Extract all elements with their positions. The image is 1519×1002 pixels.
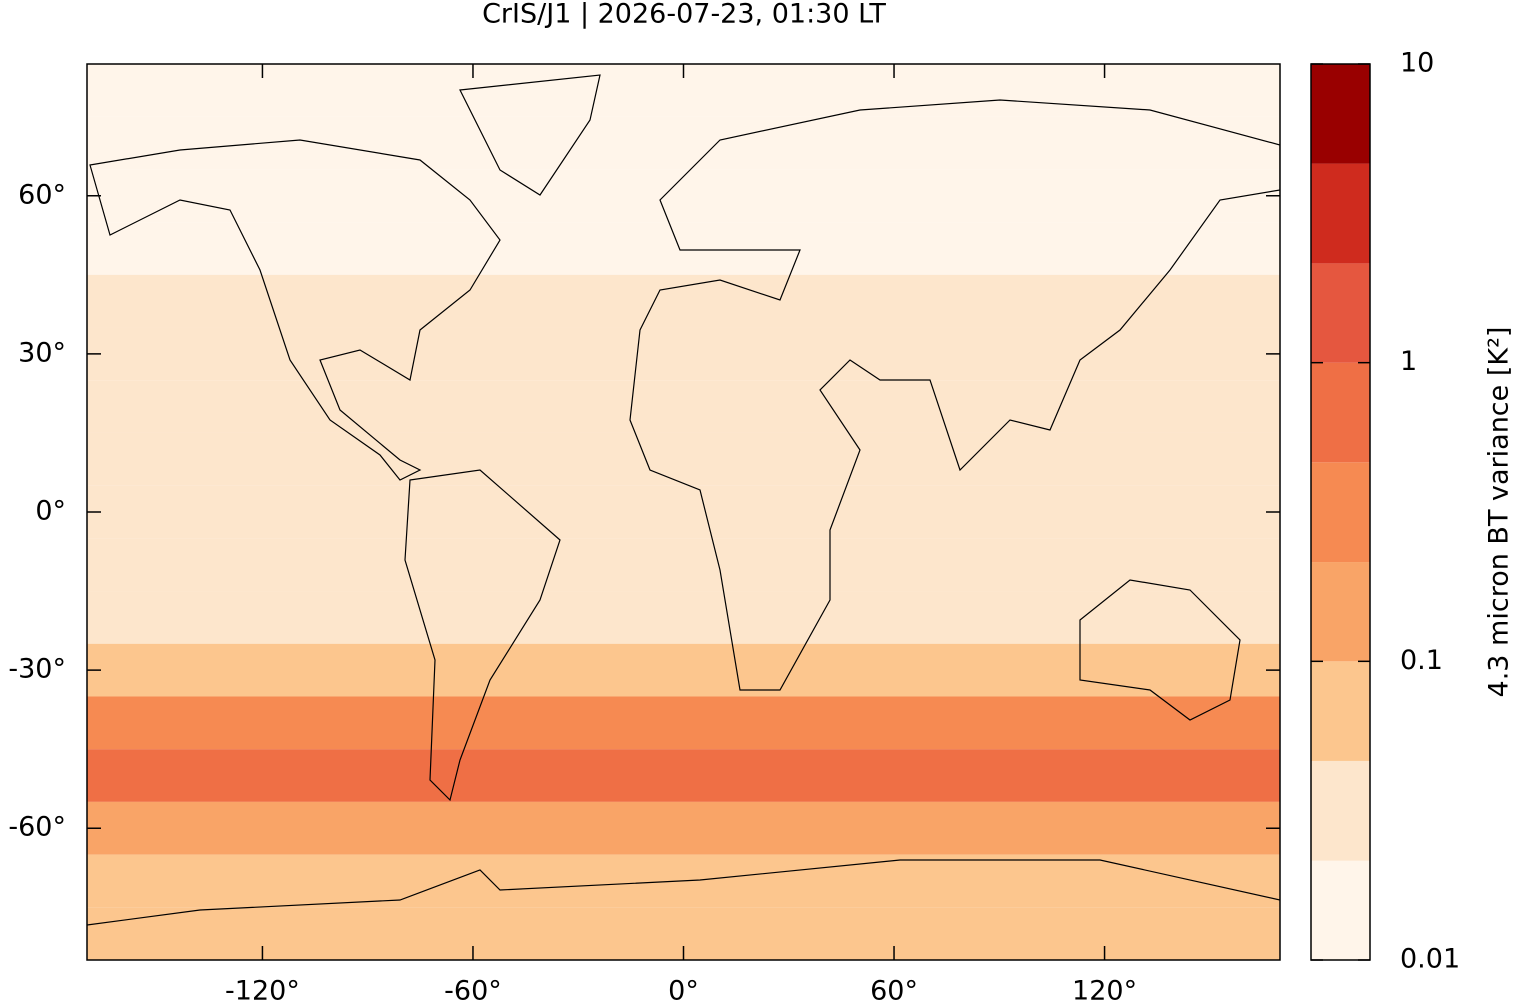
colorbar-frame [1310,63,1371,961]
coastline [404,469,561,802]
coastlines [87,74,1280,926]
field-band [87,591,1280,644]
coastline [89,139,501,481]
x-tick-label: 60° [870,976,918,1002]
colorbar-level [1311,462,1370,563]
field-band [87,485,1280,539]
colorbar-level [1311,562,1370,662]
field-band [87,116,1280,170]
coastline [629,99,1280,691]
colorbar-level [1311,362,1370,463]
field-band [87,222,1280,275]
colorbar-level [1311,860,1370,960]
y-tick-label: 0° [35,496,66,527]
field-band [87,749,1280,802]
field-band [87,169,1280,223]
field-band [87,432,1280,486]
colorbar: 0.01 0.1 1 10 [1310,48,1460,975]
colorbar-tick-label: 1 [1400,346,1417,377]
colorbar-level [1311,163,1370,264]
coastline [1079,579,1241,721]
field [87,64,1280,960]
field-band [87,274,1280,328]
colorbar-level [1311,661,1370,761]
x-tick-label: 120° [1072,976,1137,1002]
colorbar-tick-label: 0.1 [1400,645,1443,676]
field-band [87,538,1280,592]
field-band [87,801,1280,855]
colorbar-label: 4.3 micron BT variance [K²] [1484,327,1515,698]
colorbar-tick-label: 0.01 [1400,944,1460,975]
y-tick-label: 60° [18,179,66,210]
x-tick-label: -120° [225,976,300,1002]
colorbar-tick-label: 10 [1400,48,1434,79]
colorbar-level [1311,64,1370,164]
field-band [87,643,1280,697]
coastline [87,859,1280,926]
field-band [87,380,1280,433]
field-band [87,327,1280,381]
colorbar-level [1311,760,1370,861]
x-tick-label: -60° [444,976,502,1002]
chart-title: CrIS/J1 | 2026-07-23, 01:30 LT [482,0,886,30]
y-tick-label: -60° [8,812,66,843]
y-tick-label: -30° [8,654,66,685]
colorbar-level [1311,263,1370,363]
field-band [87,696,1280,750]
x-tick-label: 0° [668,976,699,1002]
y-tick-label: 30° [18,337,66,368]
coastline [459,74,601,196]
